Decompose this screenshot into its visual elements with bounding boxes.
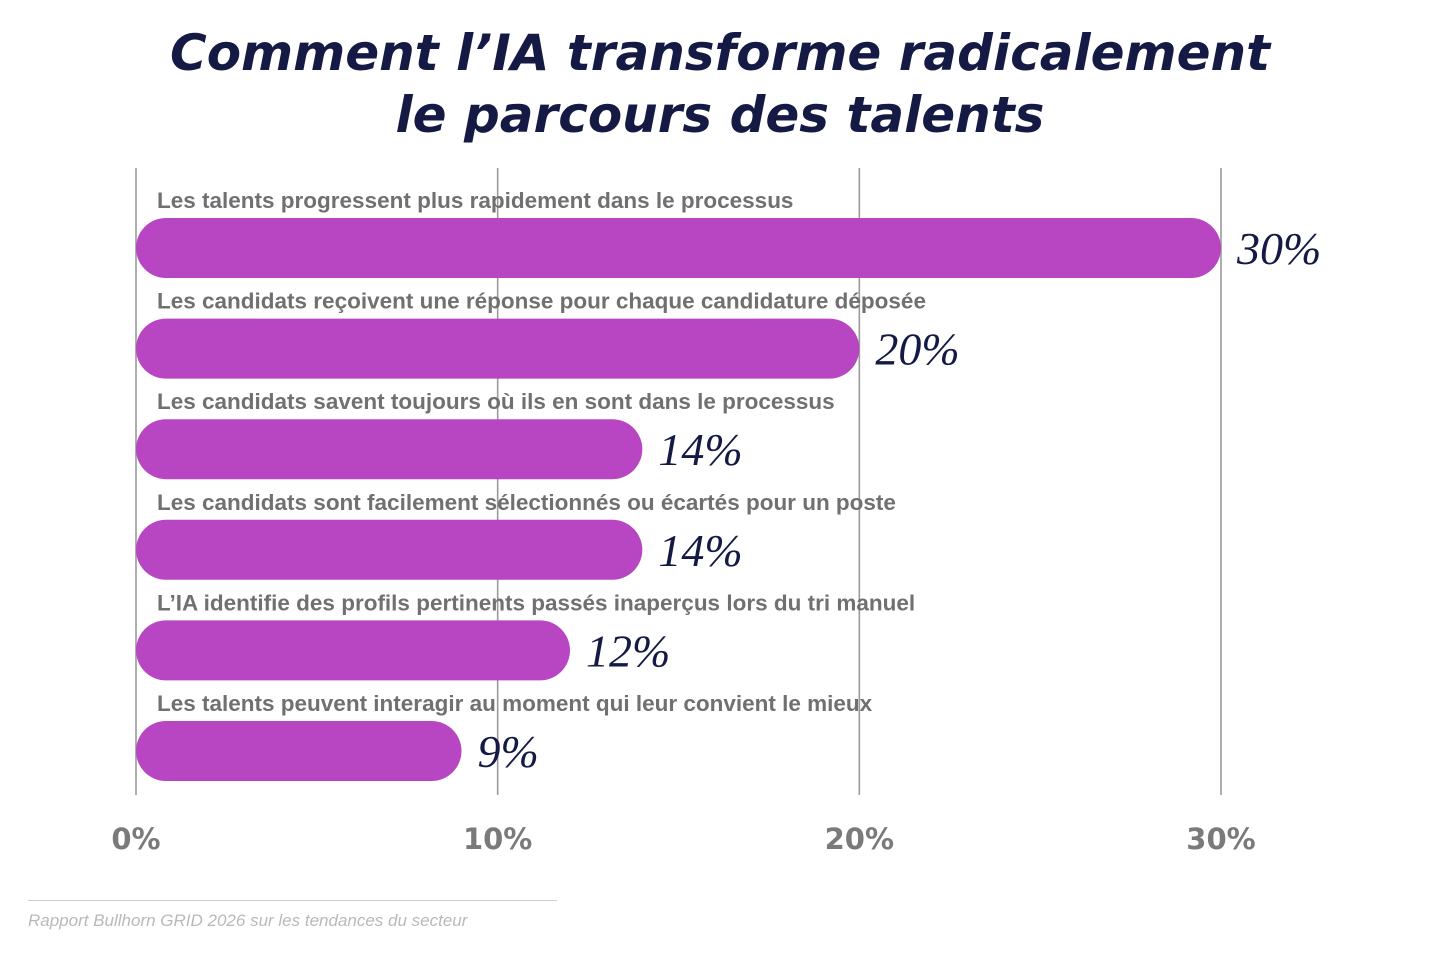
value-label-0: 30% [1236,223,1321,274]
bar-4 [136,620,570,681]
bar-3 [136,519,643,580]
category-label-1: Les candidats reçoivent une réponse pour… [157,289,926,314]
bar-0 [136,218,1221,278]
gridlines [135,168,1222,795]
category-label-2: Les candidats savent toujours où ils en … [157,389,835,414]
x-axis-ticks: 0% 10% 20% 30% [111,822,1255,856]
bar-2 [136,419,643,480]
x-tick-label-0: 0% [111,822,160,856]
x-tick-label-3: 30% [1186,822,1255,856]
bars [136,218,1221,781]
source-note: Rapport Bullhorn GRID 2026 sur les tenda… [28,911,468,930]
category-label-0: Les talents progressent plus rapidement … [157,188,793,213]
value-label-2: 14% [658,424,742,475]
chart-title-line-1: Comment l’IA transforme radicalement [170,24,1270,82]
category-label-5: Les talents peuvent interagir au moment … [157,691,873,716]
bar-1 [136,318,860,379]
x-tick-label-1: 10% [463,822,532,856]
chart-title-line-2: le parcours des talents [395,86,1045,144]
category-label-3: Les candidats sont facilement sélectionn… [157,490,896,515]
category-label-4: L’IA identifie des profils pertinents pa… [157,590,915,615]
labels: Les talents progressent plus rapidement … [157,188,1321,777]
value-label-3: 14% [658,525,742,576]
bar-5 [136,721,462,781]
x-tick-label-2: 20% [825,822,894,856]
chart-title: Comment l’IA transforme radicalement le … [0,22,1440,146]
source-divider [28,900,557,901]
value-label-5: 9% [478,726,539,777]
value-label-4: 12% [586,625,670,676]
value-label-1: 20% [875,324,959,375]
